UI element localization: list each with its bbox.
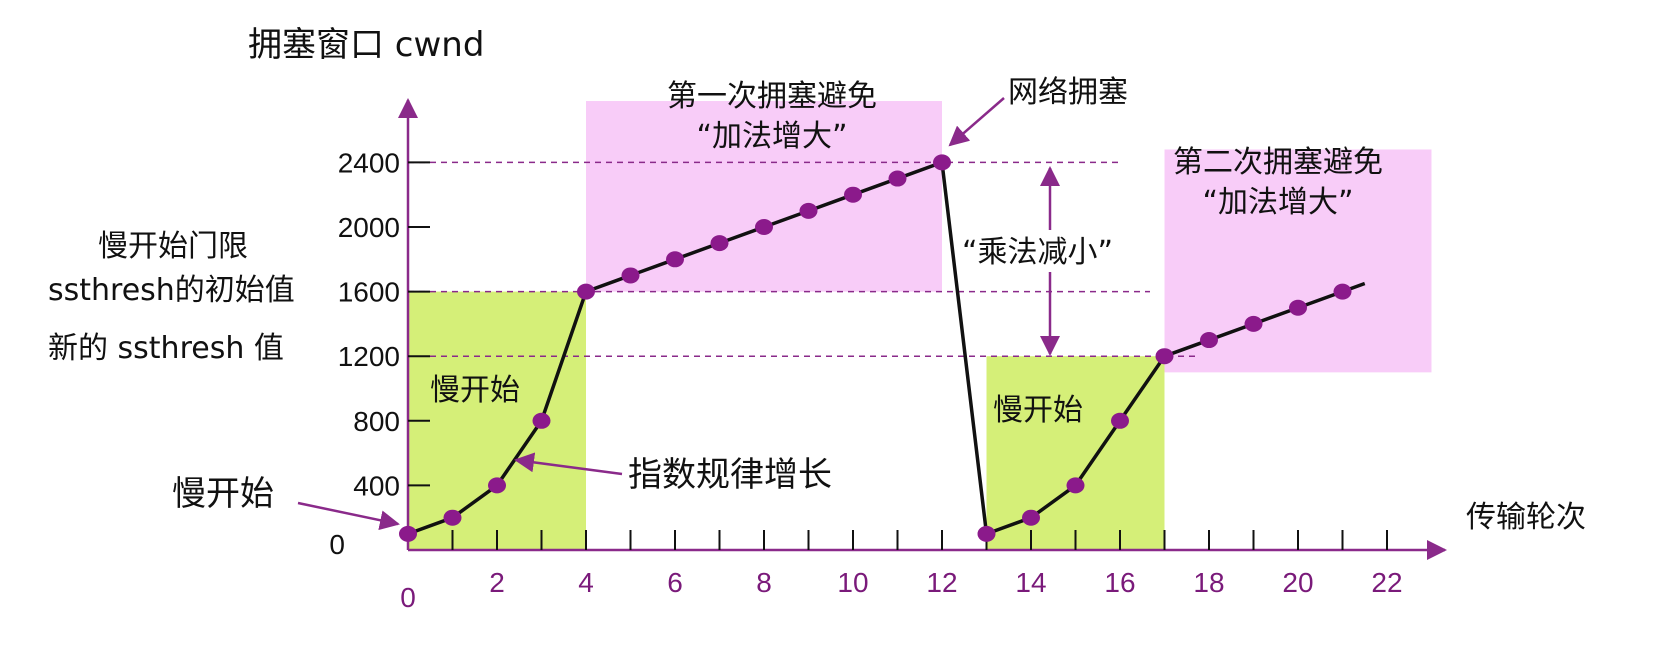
data-point-round-14 [1022,509,1040,526]
exponential-growth-label: 指数规律增长 [628,455,832,495]
data-point-round-17 [1155,348,1174,365]
exponential-growth-arrow [514,452,623,476]
x-tick-label-6: 6 [667,567,683,598]
y-axis-title: 拥塞窗口 cwnd [248,25,484,65]
cwnd-series [399,154,1366,542]
ssthresh-new-label: 新的 ssthresh 值 [48,331,284,366]
axes: 0 2 4 6 8 10 12 14 16 18 20 22 0 400 800 1200 1600 2000 24… [329,98,1447,613]
data-point-round-13 [977,525,996,542]
data-point-round-20 [1289,299,1307,316]
data-point-round-16 [1111,412,1129,429]
multiplicative-decrease-label: “乘法减小” [962,235,1113,270]
data-point-round-1 [443,509,462,526]
data-point-round-5 [621,267,640,284]
y-tick-label-800: 800 [353,406,400,437]
slow-start-label-2: 慢开始 [993,393,1083,428]
data-point-round-0 [399,525,417,542]
x-tick-label-0: 0 [400,582,416,613]
x-tick-label-22: 22 [1371,567,1402,598]
data-point-round-15 [1066,477,1085,494]
data-point-round-10 [844,186,862,203]
x-tick-label-4: 4 [578,567,594,598]
y-tick-label-2400: 2400 [338,147,400,178]
slow-start-left-label: 慢开始 [172,474,274,514]
y-tick-label-0: 0 [329,529,345,560]
x-tick-label-2: 2 [489,567,505,598]
threshold-guides [408,161,1198,357]
slow-start-region-0 [408,291,586,550]
x-tick-label-8: 8 [756,567,772,598]
y-tick-label-1200: 1200 [338,341,400,372]
data-point-round-8 [755,219,773,235]
data-point-round-7 [710,235,729,252]
slow-start-left-arrow [297,501,400,531]
network-congestion-label: 网络拥塞 [1008,75,1128,110]
y-tick-label-1600: 1600 [338,277,400,308]
data-point-round-11 [888,170,907,187]
avoidance-1-title: 第一次拥塞避免 [667,79,877,114]
x-tick-label-20: 20 [1282,567,1313,598]
data-point-round-4 [577,283,595,300]
avoidance-2-title: 第二次拥塞避免 [1173,145,1383,180]
x-axis-title: 传输轮次 [1466,500,1586,535]
x-tick-label-18: 18 [1193,567,1224,598]
x-tick-label-12: 12 [926,567,957,598]
congestion-avoidance-region-2 [586,101,942,292]
avoidance-1-subtitle: “加法增大” [696,119,847,154]
avoidance-2-subtitle: “加法增大” [1202,185,1353,220]
ssthresh-initial-label-line2: ssthresh的初始值 [48,273,295,308]
slow-start-label-1: 慢开始 [430,373,520,408]
x-tick-label-10: 10 [837,567,868,598]
data-point-round-21 [1333,283,1352,300]
network-congestion-arrow [948,97,1005,147]
data-point-round-18 [1200,332,1218,349]
data-point-round-3 [532,412,551,429]
data-point-round-6 [666,251,684,268]
data-point-round-9 [799,202,818,219]
y-tick-label-400: 400 [353,470,400,501]
data-point-round-12 [933,154,951,171]
ssthresh-initial-label-line1: 慢开始门限 [98,229,248,264]
x-tick-label-16: 16 [1104,567,1135,598]
slow-start-region-1 [986,356,1165,550]
data-point-round-2 [488,477,506,494]
y-tick-label-2000: 2000 [338,212,400,243]
x-tick-label-14: 14 [1015,567,1046,598]
data-point-round-19 [1244,315,1263,332]
